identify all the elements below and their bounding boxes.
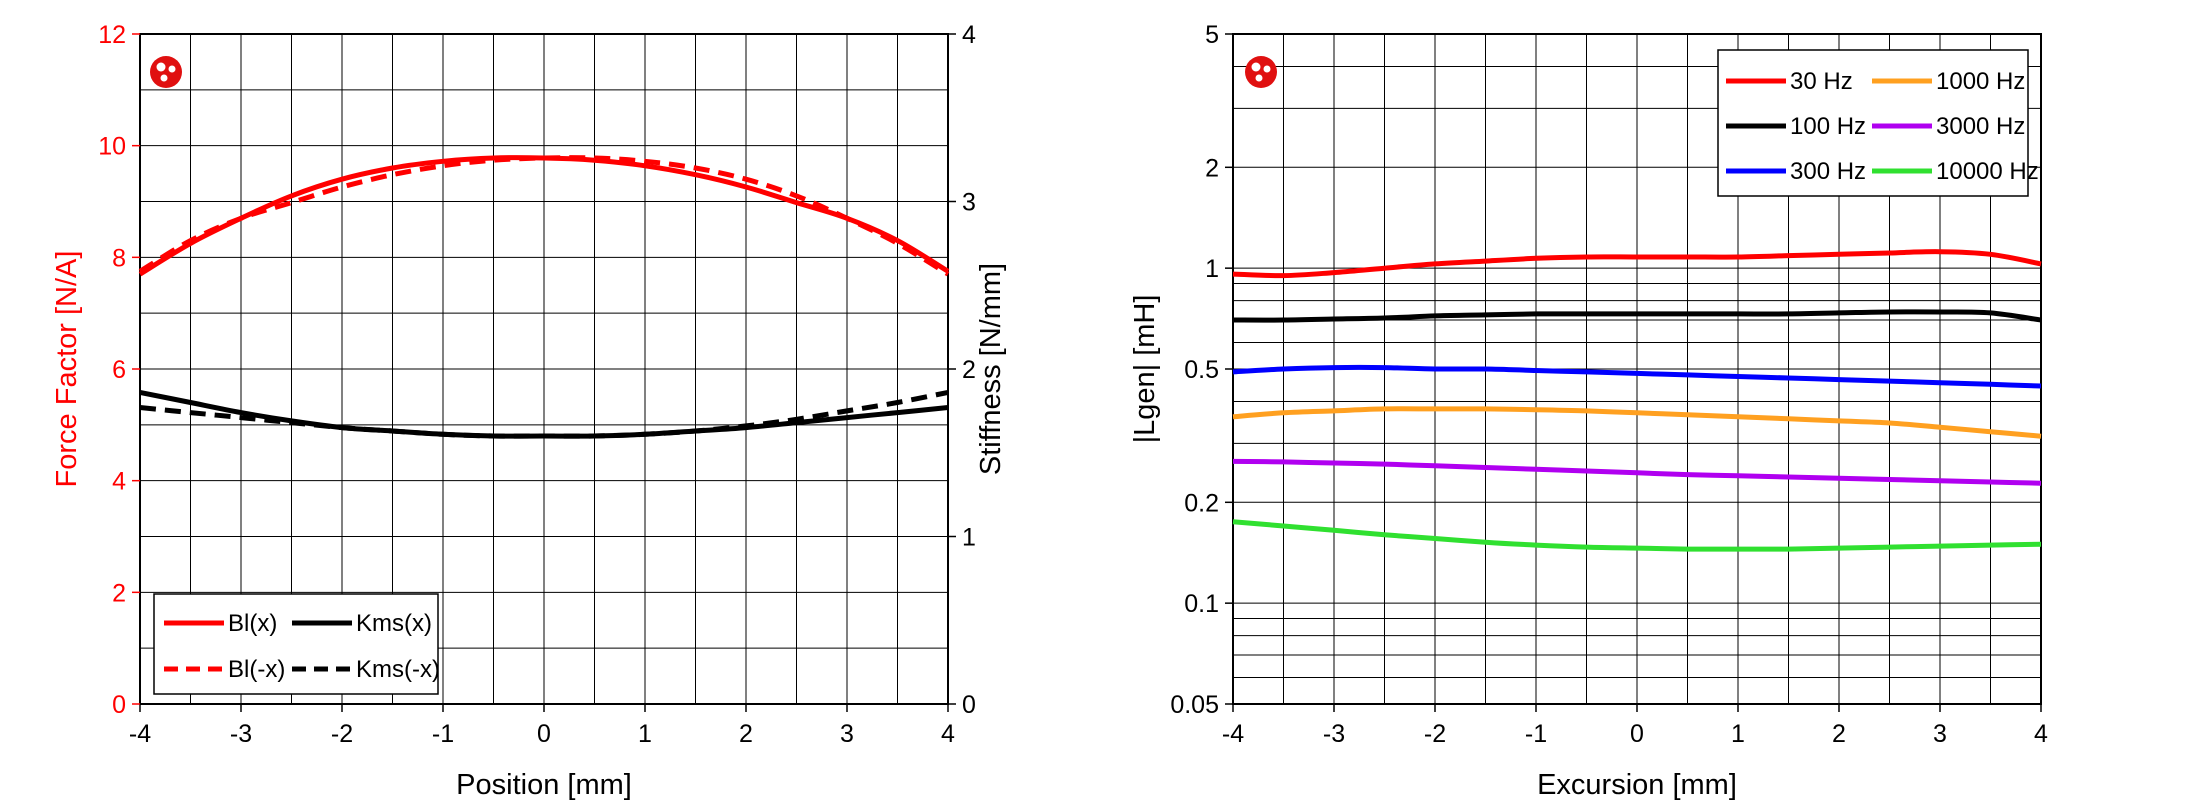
y-tick-label-right: 2 <box>962 356 976 384</box>
y-tick-label: 0.05 <box>1170 691 1219 719</box>
series-line-100-hz <box>1232 309 2042 323</box>
x-tick-label: 0 <box>537 720 551 748</box>
y-tick-label: 0.1 <box>1184 590 1219 618</box>
series-line-bl-x <box>138 155 950 277</box>
y-tick-label: 0.2 <box>1184 489 1219 517</box>
right-y-tick-labels: 0 1 2 3 4 <box>948 21 976 719</box>
series-line-10000-hz <box>1232 519 2042 552</box>
legend-label-kms-x: Kms(x) <box>356 610 432 637</box>
x-tick-label: 4 <box>2034 720 2048 748</box>
legend-label-bl-minus-x: Bl(-x) <box>228 656 285 683</box>
left-grid <box>139 33 949 705</box>
series-line-bl-x <box>138 155 950 277</box>
x-tick-label: 0 <box>1630 720 1644 748</box>
x-tick-label: -1 <box>1525 720 1547 748</box>
y-tick-label-right: 3 <box>962 189 976 217</box>
x-tick-label: 3 <box>1933 720 1947 748</box>
x-tick-label: -2 <box>1424 720 1446 748</box>
right-x-tick-labels: -4 -3 -2 -1 0 1 2 3 4 <box>1222 704 2048 748</box>
x-tick-label: 1 <box>638 720 652 748</box>
x-tick-label: -4 <box>1222 720 1244 748</box>
x-tick-label: 2 <box>739 720 753 748</box>
y-tick-label-left: 8 <box>112 244 126 272</box>
legend-label-bl-x: Bl(x) <box>228 610 277 637</box>
right-series <box>1232 249 2042 552</box>
series-line-30-hz <box>1232 249 2042 279</box>
x-tick-label: -1 <box>432 720 454 748</box>
legend-label-10000hz: 10000 Hz <box>1936 158 2039 185</box>
red-circle-logo-icon <box>150 56 182 88</box>
x-tick-label: 1 <box>1731 720 1745 748</box>
legend-label-1000hz: 1000 Hz <box>1936 68 2025 95</box>
x-tick-label: 4 <box>941 720 955 748</box>
y-tick-label-left: 6 <box>112 356 126 384</box>
y-tick-label: 2 <box>1205 154 1219 182</box>
right-y-axis-title: Stiffness [N/mm] <box>975 263 1007 475</box>
y-tick-label: 0.5 <box>1184 356 1219 384</box>
series-line-1000-hz <box>1232 406 2042 439</box>
right-x-axis-title: Excursion [mm] <box>1537 769 1737 801</box>
left-y-tick-labels: 0 2 4 6 8 10 12 <box>98 21 140 719</box>
left-x-axis-title: Position [mm] <box>456 769 632 801</box>
right-y-axis-title: |Lgen| [mH] <box>1129 295 1161 444</box>
y-tick-label-left: 12 <box>98 21 126 49</box>
y-tick-label-right: 4 <box>962 21 976 49</box>
right-legend: 30 Hz 100 Hz 300 Hz 1000 Hz 3000 Hz 1000… <box>1717 49 2039 197</box>
x-tick-label: -3 <box>230 720 252 748</box>
x-tick-label: -3 <box>1323 720 1345 748</box>
left-x-tick-labels: -4 -3 -2 -1 0 1 2 3 4 <box>129 704 955 748</box>
x-tick-label: 2 <box>1832 720 1846 748</box>
red-circle-logo-icon <box>1245 56 1277 88</box>
legend-label-3000hz: 3000 Hz <box>1936 113 2025 140</box>
y-tick-label: 1 <box>1205 255 1219 283</box>
legend-label-30hz: 30 Hz <box>1790 68 1853 95</box>
y-tick-label-left: 0 <box>112 691 126 719</box>
y-tick-label-left: 2 <box>112 579 126 607</box>
y-tick-label-right: 0 <box>962 691 976 719</box>
x-tick-label: -2 <box>331 720 353 748</box>
x-tick-label: -4 <box>129 720 151 748</box>
left-y-axis-title: Force Factor [N/A] <box>51 251 83 488</box>
y-tick-label-left: 10 <box>98 133 126 161</box>
series-line-kms-x <box>139 389 949 439</box>
left-series <box>138 155 950 439</box>
legend-label-kms-minus-x: Kms(-x) <box>356 656 440 683</box>
y-tick-label-right: 1 <box>962 524 976 552</box>
legend-label-300hz: 300 Hz <box>1790 158 1866 185</box>
legend-label-100hz: 100 Hz <box>1790 113 1866 140</box>
chart-right: -4 -3 -2 -1 0 1 2 3 4 0.05 0.1 0.2 0.5 1 2 5 Excursion… <box>1129 21 2048 801</box>
left-legend-box <box>153 593 439 695</box>
y-tick-label-left: 4 <box>112 468 126 496</box>
x-tick-label: 3 <box>840 720 854 748</box>
right-y-tick-labels-log: 0.05 0.1 0.2 0.5 1 2 5 <box>1170 21 1233 719</box>
left-legend: Bl(x) Kms(x) Bl(-x) Kms(-x) <box>153 593 440 695</box>
series-line-3000-hz <box>1232 458 2042 486</box>
series-line-300-hz <box>1232 364 2042 389</box>
y-tick-label: 5 <box>1205 21 1219 49</box>
